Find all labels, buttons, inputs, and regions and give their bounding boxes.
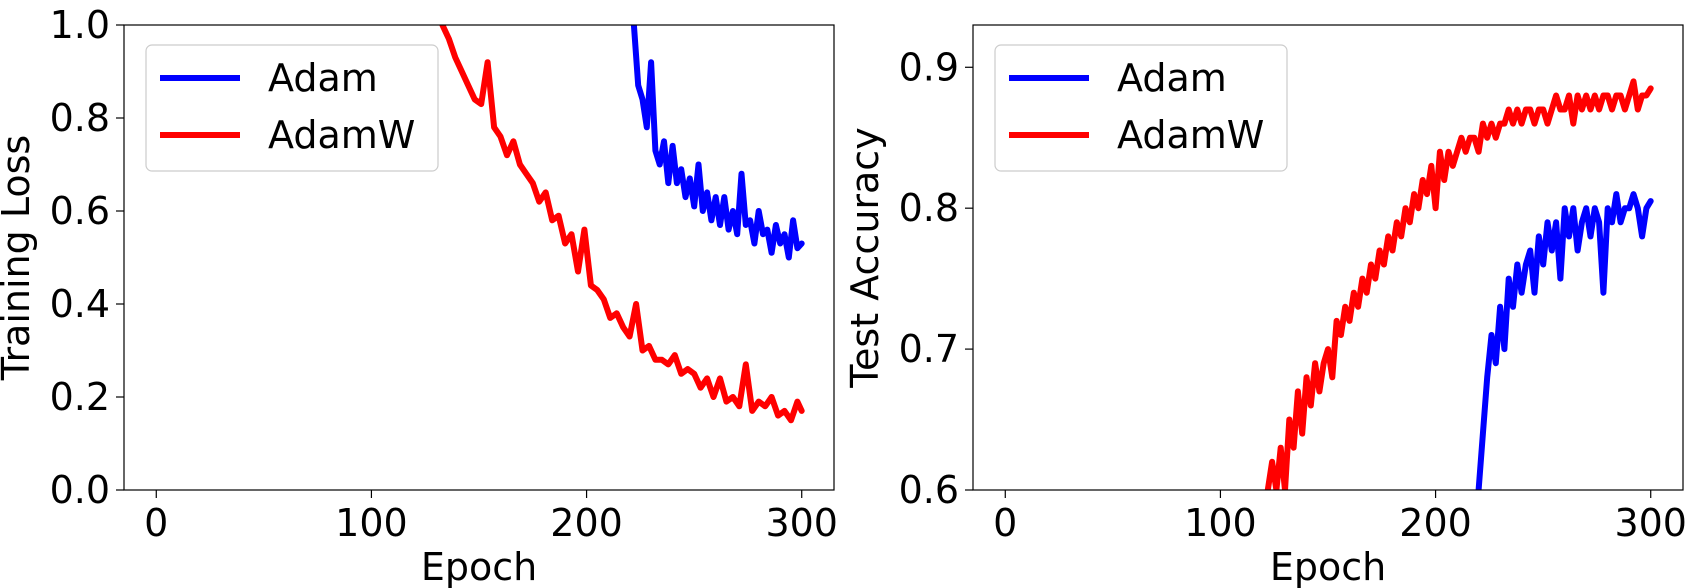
legend-label-adam: Adam: [1117, 56, 1227, 100]
training-loss-panel: 0 100 200 300 0.0 0.2 0.4 0.6 0.8 1.0 Epoch Trainin…: [0, 3, 838, 588]
x-tick-label: 200: [550, 501, 623, 545]
legend-label-adamw: AdamW: [1117, 113, 1264, 157]
y-tick-label: 0.0: [50, 468, 110, 512]
series-line-adamw: [439, 25, 805, 424]
x-tick-label: 200: [1399, 501, 1472, 545]
legend: Adam AdamW: [145, 44, 439, 172]
y-tick-label: 0.9: [899, 45, 959, 89]
x-tick-label: 300: [765, 501, 838, 545]
y-axis-label: Training Loss: [0, 135, 38, 381]
test-accuracy-panel: 0 100 200 300 0.6 0.7 0.8 0.9 Epoch Test Accuracy…: [843, 24, 1687, 588]
y-tick-label: 0.7: [899, 327, 959, 371]
x-axis-label: Epoch: [421, 545, 537, 588]
y-tick-label: 0.6: [50, 189, 110, 233]
x-axis-label: Epoch: [1270, 545, 1386, 588]
plot-frame: [123, 24, 835, 491]
y-axis-label: Test Accuracy: [843, 127, 887, 388]
plot-frame: [972, 24, 1684, 491]
x-tick-label: 0: [144, 501, 168, 545]
y-tick-label: 0.4: [50, 282, 110, 326]
series-line-adamw: [1264, 78, 1654, 490]
legend: Adam AdamW: [994, 44, 1288, 172]
y-tick-label: 0.8: [50, 96, 110, 140]
x-tick-label: 100: [1184, 501, 1257, 545]
x-tick-label: 0: [993, 501, 1017, 545]
y-tick-label: 0.6: [899, 468, 959, 512]
x-tick-label: 100: [335, 501, 408, 545]
legend-label-adamw: AdamW: [268, 113, 415, 157]
series-line-adam: [1475, 191, 1654, 490]
y-tick-label: 0.8: [899, 186, 959, 230]
y-tick-label: 1.0: [50, 3, 110, 47]
y-tick-label: 0.2: [50, 375, 110, 419]
legend-label-adam: Adam: [268, 56, 378, 100]
series-line-adam: [630, 25, 805, 261]
x-tick-label: 300: [1614, 501, 1687, 545]
